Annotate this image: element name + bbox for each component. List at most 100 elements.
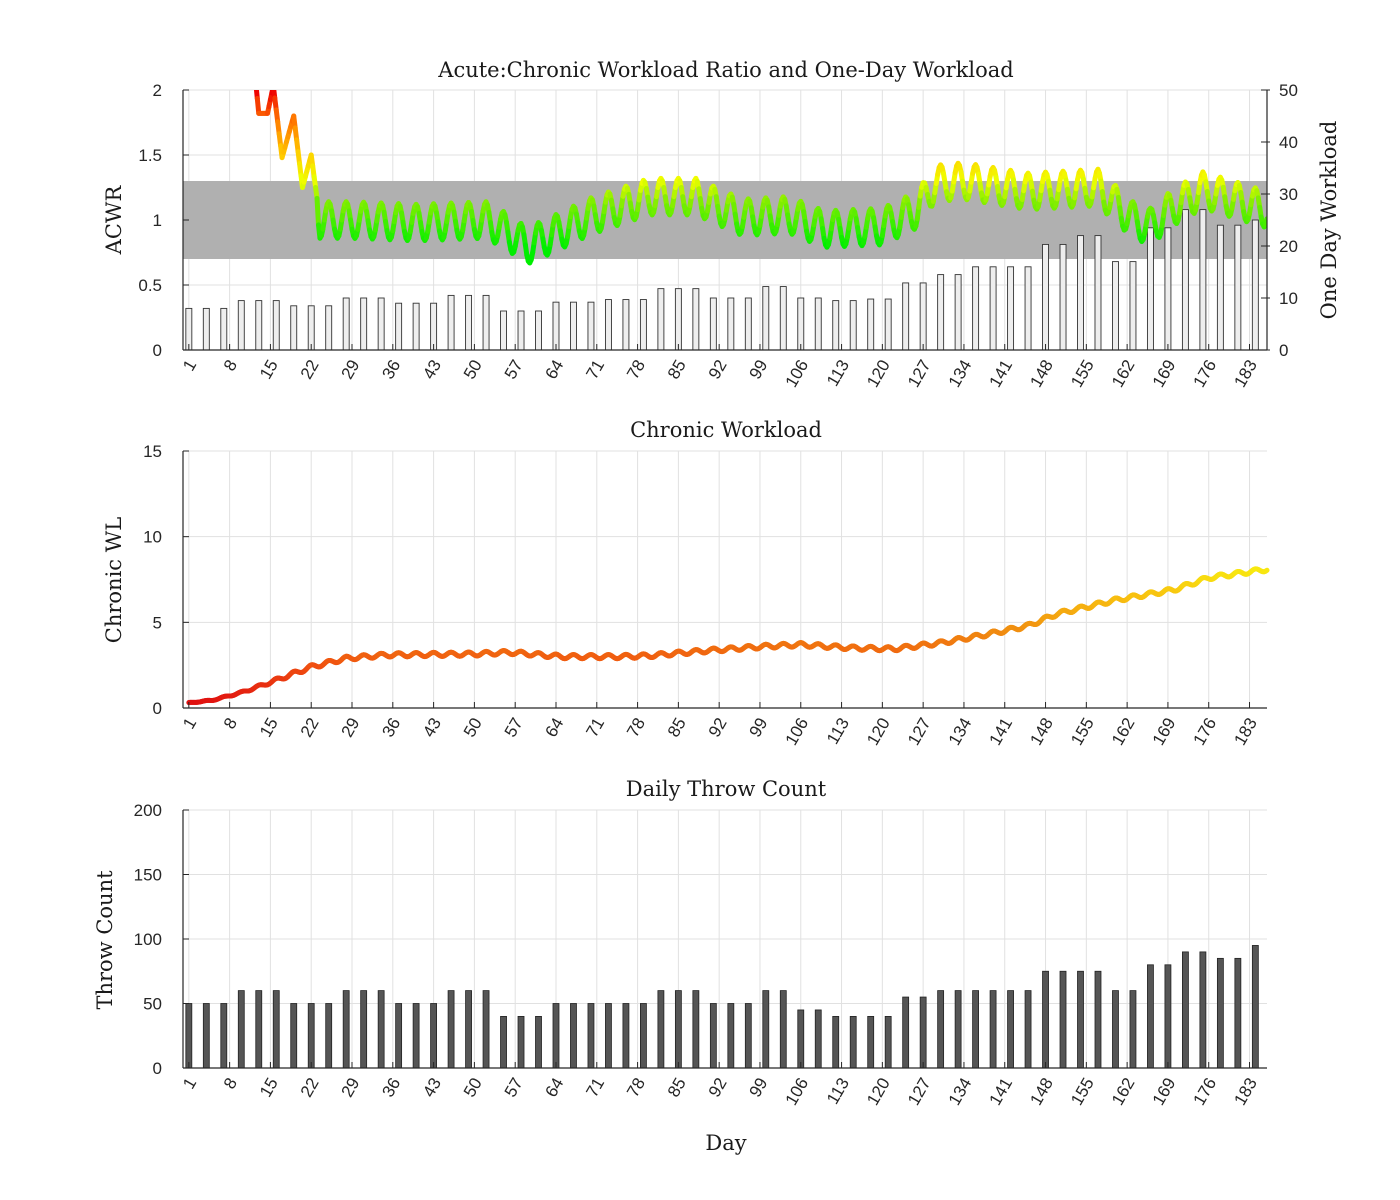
throw-count-bar [989,990,997,1069]
x-tick-label: 176 [1190,1075,1221,1109]
throw-count-bar [237,990,245,1069]
x-tick-label: 162 [1108,1075,1139,1109]
workload-bar [395,302,403,351]
workload-bar [832,300,840,351]
throw-count-bar [447,990,455,1069]
throw-count-bar [395,1003,403,1069]
x-tick-label: 15 [256,715,282,741]
throw-count-bar [552,1003,560,1069]
x-tick-label: 162 [1108,715,1139,749]
x-tick-label: 64 [542,715,568,741]
acwr-line-segment [314,195,321,228]
workload-bar [307,305,315,351]
acwr-panel: 1 8 15 22 29 36 43 50 57 64 71 78 85 92 99 106 113 120 127… [102,58,1341,391]
throw-count-bar [674,990,682,1069]
workload-bar [709,297,717,351]
x-tick-label: 57 [501,1075,527,1101]
x-tick-label: 78 [623,357,649,383]
workload-bar [919,282,927,351]
workload-bar [587,301,595,351]
x-tick-label: 78 [623,1075,649,1101]
x-tick-label: 113 [823,1075,853,1108]
x-tick-label: 22 [297,715,323,741]
throw-count-bar [692,990,700,1069]
x-tick-label: 85 [664,1075,690,1101]
x-tick-label: 92 [705,715,731,741]
x-tick-label: 183 [1230,357,1261,391]
throw-count-bar [202,1003,210,1069]
throw-count-bar [849,1016,857,1069]
throw-count-bar [587,1003,595,1069]
x-tick-label: 64 [542,1075,568,1101]
y2-tick-label: 50 [1279,81,1298,100]
x-tick-label: 22 [297,357,323,383]
x-tick-label: 127 [904,1075,935,1109]
workload-bar [884,298,892,351]
workload-bar [1129,261,1137,351]
throws-title: Daily Throw Count [626,777,827,801]
throw-count-bar [867,1016,875,1069]
workload-bar [1007,266,1015,351]
workload-bar [972,266,980,351]
y-tick-label: 1.5 [138,146,162,165]
throw-count-bar [657,990,665,1069]
workload-bar [412,302,420,351]
x-tick-label: 57 [501,715,527,741]
y-tick-label: 50 [143,995,162,1014]
x-tick-label: 8 [220,357,241,375]
throw-count-bar [1024,990,1032,1069]
workload-bar [360,297,368,351]
workload-bar [657,288,665,351]
workload-bar [1199,209,1207,351]
x-tick-label: 15 [256,1075,282,1101]
throw-count-bar [482,990,490,1069]
throws-bars [185,945,1259,1069]
workload-bar [237,300,245,351]
x-tick-label: 1 [179,715,200,733]
x-tick-label: 120 [863,357,894,391]
x-tick-label: 148 [1026,1075,1057,1109]
throw-count-bar [360,990,368,1069]
workload-bar [814,297,822,351]
acwr-line-segment [254,95,262,116]
acwr-title: Acute:Chronic Workload Ratio and One-Day… [437,58,1013,82]
chronic-title: Chronic Workload [630,418,822,442]
throw-count-bar [1059,970,1067,1069]
x-tick-label: 176 [1190,357,1221,391]
y-tick-label: 0 [153,699,162,718]
x-tick-label: 134 [945,715,976,749]
x-tick-label: 36 [378,1075,404,1101]
x-tick-label: 36 [378,357,404,383]
chronic-grid [183,450,1267,709]
workload-bar [430,302,438,351]
x-tick-label: 50 [460,715,486,741]
workload-bar [517,310,525,351]
workload-bar [762,286,770,351]
throw-count-bar [517,1016,525,1069]
x-tick-label: 120 [863,1075,894,1109]
y2-tick-label: 30 [1279,185,1298,204]
workload-bar [202,307,210,351]
throw-count-bar [1007,990,1014,1069]
throw-count-bar [255,990,263,1069]
x-tick-label: 99 [746,357,772,383]
x-tick-label: 43 [419,1075,445,1101]
y-tick-label: 2 [153,81,162,100]
x-tick-label: 71 [582,715,608,741]
workload-bar [1024,266,1032,351]
y-tick-label: 100 [134,930,162,949]
throw-count-bar [937,990,945,1069]
throw-count-bar [307,1003,315,1069]
throw-count-bar [535,1016,542,1069]
x-tick-label: 1 [179,357,200,375]
throw-count-bar [377,990,385,1069]
x-tick-label: 29 [338,715,364,741]
workload-bar [622,299,630,351]
x-tick-label: 71 [582,1075,608,1101]
throw-count-bar [919,996,927,1069]
acwr-line [253,90,1267,266]
workload-bar [1216,224,1224,351]
workload-bar [185,307,193,351]
throw-count-bar [1251,945,1259,1069]
x-tick-label: 127 [904,715,935,749]
